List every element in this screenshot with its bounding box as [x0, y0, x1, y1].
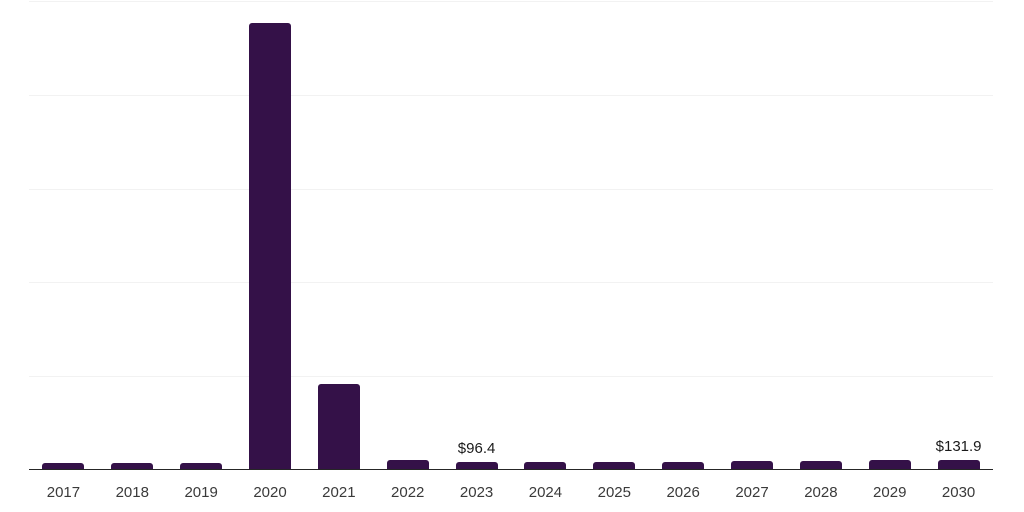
- bar-slot-2017: [29, 1, 98, 470]
- bar-slot-2028: [786, 1, 855, 470]
- x-tick-2019: 2019: [184, 484, 218, 501]
- bar-slot-2019: [167, 1, 236, 470]
- bar-series: $96.4 $131.9: [29, 1, 993, 470]
- gridline: [29, 94, 993, 96]
- x-tick-2018: 2018: [115, 484, 149, 501]
- bar-slot-2030: $131.9: [924, 1, 993, 470]
- x-tick-2027: 2027: [735, 484, 769, 501]
- bar-2017[interactable]: [42, 463, 85, 469]
- data-label-2030: $131.9: [935, 438, 982, 455]
- gridline: [29, 1, 993, 2]
- bar-2024[interactable]: [524, 462, 567, 469]
- x-tick-2025: 2025: [597, 484, 631, 501]
- gridline: [29, 376, 993, 378]
- bar-2028[interactable]: [799, 460, 842, 469]
- bar-2029[interactable]: [868, 460, 911, 469]
- x-axis: 2017 2018 2019 2020 2021 2022 2023 2024 2025 2026…: [29, 484, 993, 502]
- gridline: [29, 282, 993, 284]
- x-tick-2017: 2017: [46, 484, 81, 501]
- bar-slot-2021: [304, 1, 373, 470]
- x-tick-2021: 2021: [322, 484, 356, 501]
- bar-2025[interactable]: [593, 461, 636, 469]
- bar-2018[interactable]: [111, 463, 154, 469]
- bar-2026[interactable]: [662, 461, 705, 469]
- gridline: [29, 188, 993, 190]
- x-tick-2028: 2028: [804, 484, 838, 501]
- bar-slot-2022: [373, 1, 442, 470]
- bar-slot-2020: [236, 1, 305, 470]
- bar-slot-2026: [649, 1, 718, 470]
- bar-slot-2025: [580, 1, 649, 470]
- data-label-2023: $96.4: [457, 440, 496, 458]
- x-axis-line: [29, 469, 993, 470]
- bar-2019[interactable]: [180, 463, 223, 469]
- bar-2020[interactable]: [249, 23, 291, 469]
- x-tick-2023: 2023: [459, 484, 494, 501]
- x-tick-2024: 2024: [528, 484, 563, 501]
- bar-slot-2027: [718, 1, 787, 470]
- bar-2022[interactable]: [386, 460, 429, 469]
- bar-slot-2023: $96.4: [442, 1, 511, 470]
- bar-slot-2029: [855, 1, 924, 470]
- bar-2021[interactable]: [317, 383, 360, 469]
- x-tick-2022: 2022: [391, 484, 425, 501]
- x-tick-2030: 2030: [941, 484, 976, 501]
- x-tick-2020: 2020: [253, 484, 287, 501]
- x-tick-2026: 2026: [666, 484, 700, 501]
- bar-slot-2018: [98, 1, 167, 470]
- x-tick-2029: 2029: [873, 484, 907, 501]
- plot-area: $96.4 $131.9: [29, 1, 993, 470]
- bar-2030[interactable]: [937, 460, 980, 469]
- bar-2027[interactable]: [731, 461, 774, 469]
- bar-2023[interactable]: [455, 462, 498, 469]
- bar-slot-2024: [511, 1, 580, 470]
